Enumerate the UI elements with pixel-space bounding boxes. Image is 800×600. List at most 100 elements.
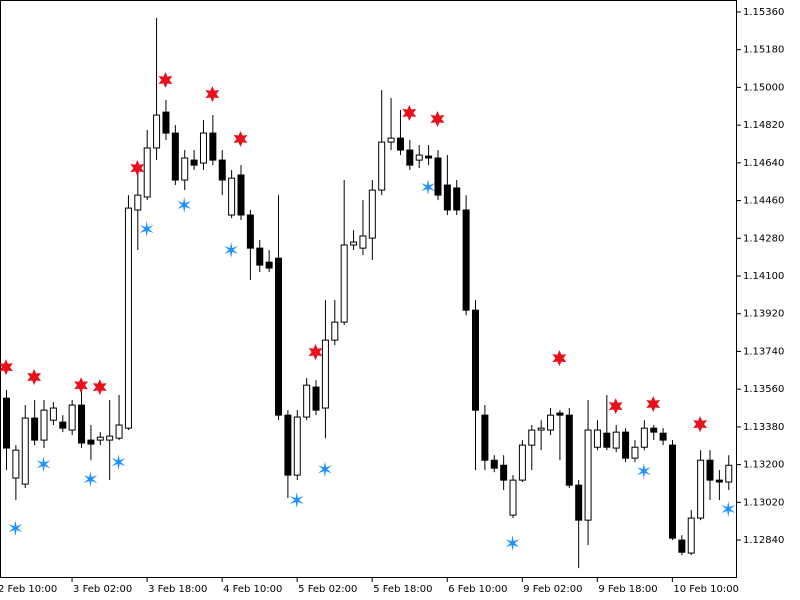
signal-marker [74,377,88,394]
candle-body [153,114,161,149]
y-tick-label: 1.13920 [743,309,784,320]
y-tick-label: 1.14100 [743,271,784,282]
signal-marker [8,520,23,537]
signal-marker [505,535,520,552]
x-tick-label: 3 Feb 18:00 [148,584,207,595]
candle-body [12,449,20,479]
candle-body [59,421,67,429]
candle-body [40,409,48,441]
candle-body [434,157,442,196]
x-tick-label: 4 Feb 10:00 [223,584,282,595]
candle-body [275,257,283,416]
y-tick-label: 1.13020 [743,497,784,508]
signal-marker [402,104,417,121]
candle-body [593,429,601,448]
signal-marker [430,111,445,128]
candle-body [96,436,104,441]
candle-body [631,446,639,459]
signal-marker [646,396,661,413]
y-tick-label: 1.13380 [743,422,784,433]
y-tick-label: 1.15000 [743,82,784,93]
y-tick-label: 1.14820 [743,120,784,131]
candle-body [265,261,273,269]
x-tick-label: 3 Feb 02:00 [73,584,132,595]
y-tick-label: 1.14640 [743,158,784,169]
candle-body [68,404,76,431]
candle-body [584,429,592,521]
candle-body [622,431,630,459]
signal-marker [552,350,567,367]
y-tick-label: 1.13740 [743,346,784,357]
candle-body [706,459,714,481]
x-tick-label: 2 Feb 10:00 [0,584,57,595]
candle-body [321,339,329,409]
candle-body [715,479,723,483]
x-tick-label: 5 Feb 02:00 [298,584,357,595]
candle-body [340,244,348,323]
signal-marker [608,398,623,415]
candle-body [228,177,236,216]
signal-marker [693,416,708,433]
y-tick-label: 1.13560 [743,384,784,395]
x-tick-label: 6 Feb 10:00 [448,584,507,595]
candle-body [603,432,611,448]
signal-marker [721,501,736,518]
candle-body [509,479,517,516]
candle-body [518,444,526,481]
candle-body [687,517,695,554]
candle-body [490,459,498,469]
signal-marker [289,492,304,509]
signal-marker [636,463,651,480]
signal-marker [111,454,126,471]
candle-body [472,309,479,411]
signal-marker [233,130,248,147]
candle-body [21,417,29,485]
candle-body [528,429,536,446]
signal-marker [317,461,332,478]
candle-body [368,189,376,239]
plot-frame [0,0,737,578]
y-tick-label: 1.15360 [743,7,784,18]
candle-body [256,247,264,266]
candle-body [565,414,573,486]
candle-body [678,539,686,553]
candle-body [171,132,179,181]
candle-body [190,159,198,166]
candle-body [237,174,245,216]
candle-body [697,459,705,519]
candle-body [387,137,395,143]
candle-body [406,149,414,166]
y-tick-label: 1.12840 [743,535,784,546]
candle-body [668,444,676,539]
candle-body [218,159,226,181]
candle-body [378,141,386,191]
candle-body [575,484,583,521]
candle-body [124,207,132,429]
signal-marker [0,359,13,376]
candle-body [3,397,10,449]
candle-body [453,187,461,211]
candle-body [443,184,451,211]
x-tick-label: 9 Feb 18:00 [598,584,657,595]
candle-body [199,132,207,164]
signal-marker [205,86,220,103]
y-tick-label: 1.14280 [743,233,784,244]
candle-body [209,132,217,161]
y-tick-label: 1.13200 [743,460,784,471]
candle-body [87,439,95,445]
signal-marker [421,179,436,196]
signal-marker [83,471,98,488]
candle-body [49,407,57,421]
candle-body [359,235,367,249]
candle-body [181,157,189,181]
candle-body [556,412,564,416]
candle-body [396,137,404,151]
candle-body [143,147,151,198]
candle-body [415,154,423,161]
signal-marker [27,369,42,386]
candle-body [612,431,620,449]
candle-body [78,404,86,444]
candle-body [425,155,433,159]
x-tick-label: 9 Feb 02:00 [523,584,582,595]
